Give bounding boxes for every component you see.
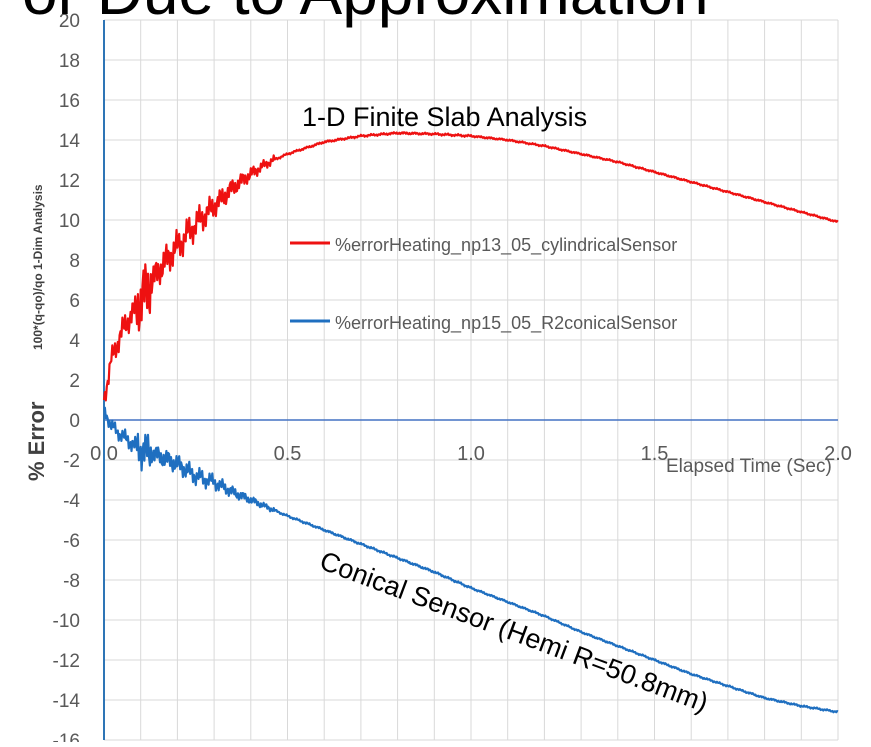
legend-label-series-2: %errorHeating_np15_05_R2conicalSensor bbox=[335, 313, 677, 334]
annotation-upper: 1-D Finite Slab Analysis bbox=[302, 102, 587, 132]
y-tick-label: 8 bbox=[69, 251, 80, 272]
y-tick-label: 12 bbox=[59, 171, 80, 192]
y-tick-label: 2 bbox=[69, 371, 80, 392]
y-tick-label: -14 bbox=[53, 691, 81, 712]
y-tick-label: -16 bbox=[53, 731, 80, 742]
series-layer bbox=[102, 131, 839, 714]
series-line-2 bbox=[103, 406, 839, 714]
x-tick-label: 1.0 bbox=[457, 443, 485, 465]
y-tick-label: -8 bbox=[63, 571, 80, 592]
y-tick-label: 4 bbox=[69, 331, 80, 352]
y-tick-label: -4 bbox=[63, 491, 80, 512]
y-tick-label: -10 bbox=[53, 611, 80, 632]
x-tick-label: 2.0 bbox=[824, 443, 852, 465]
y-tick-label: 14 bbox=[59, 131, 81, 152]
y-tick-label: -12 bbox=[53, 651, 80, 672]
slide-title-fragment: or Due to Approximation bbox=[22, 0, 709, 28]
y-tick-label: 16 bbox=[59, 91, 80, 112]
y-tick-label: 10 bbox=[59, 211, 80, 232]
y-axis-label-main: % Error bbox=[24, 401, 49, 481]
legend: %errorHeating_np13_05_cylindricalSensor … bbox=[290, 235, 677, 334]
x-tick-label: 0.5 bbox=[274, 443, 302, 465]
legend-label-series-1: %errorHeating_np13_05_cylindricalSensor bbox=[335, 235, 677, 256]
grid bbox=[104, 19, 839, 741]
y-tick-label: 20 bbox=[59, 11, 80, 32]
y-tick-label: -6 bbox=[63, 531, 80, 552]
series-line-1 bbox=[102, 131, 839, 402]
x-axis-label: Elapsed Time (Sec) bbox=[666, 456, 832, 477]
x-tick-label: 1.5 bbox=[641, 443, 669, 465]
y-tick-label: -2 bbox=[63, 451, 80, 472]
y-tick-label: 18 bbox=[59, 51, 80, 72]
annotation-lower: Conical Sensor (Hemi R=50.8mm) bbox=[316, 546, 712, 718]
y-axis-label-sub: 100*(q-qo)/qo 1-Dim Analysis bbox=[31, 184, 45, 350]
axes: 20181614121086420-2-4-6-8-10-12-14-160.0… bbox=[53, 11, 852, 747]
labels: or Due to Approximation 1-D Finite Slab … bbox=[22, 0, 832, 718]
y-tick-label: 6 bbox=[69, 291, 80, 312]
y-tick-label: 0 bbox=[69, 411, 80, 432]
